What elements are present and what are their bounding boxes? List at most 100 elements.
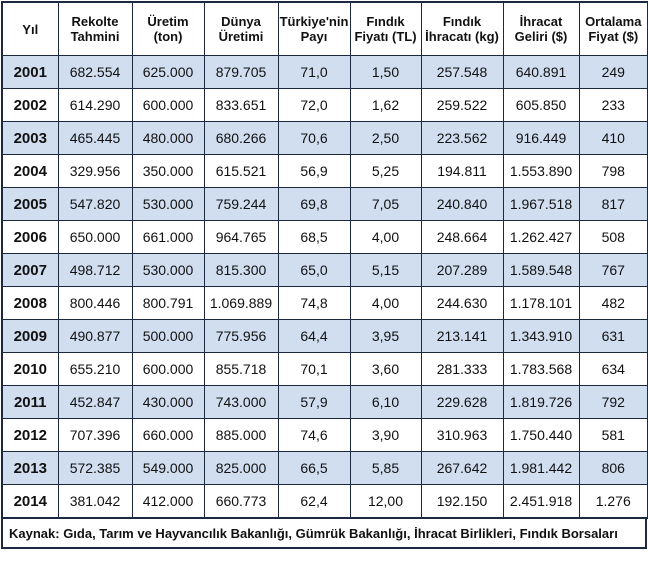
cell-hazelnut-price: 2,50 (349, 121, 422, 155)
cell-hazelnut-price: 4,00 (349, 286, 422, 320)
cell-average-price: 581 (578, 418, 648, 452)
cell-average-price: 817 (578, 187, 648, 221)
cell-production: 530.000 (131, 187, 205, 221)
column-header-harvest-estimate: Rekolte Tahmini (57, 1, 133, 56)
cell-year: 2012 (1, 418, 59, 452)
cell-hazelnut-price: 3,90 (349, 418, 422, 452)
column-header-year: Yıl (1, 1, 59, 56)
cell-year: 2006 (1, 220, 59, 254)
cell-hazelnut-price: 5,85 (349, 451, 422, 485)
table-row: 2014 381.042 412.000 660.773 62,4 12,00 192.15… (1, 484, 648, 519)
cell-harvest-estimate: 650.000 (57, 220, 133, 254)
cell-hazelnut-price: 1,50 (349, 55, 422, 89)
cell-production: 500.000 (131, 319, 205, 353)
cell-production: 549.000 (131, 451, 205, 485)
table-row: 2005 547.820 530.000 759.244 69,8 7,05 240.840… (1, 187, 648, 221)
cell-world-production: 879.705 (203, 55, 279, 89)
cell-export-revenue: 2.451.918 (502, 484, 580, 519)
cell-average-price: 249 (578, 55, 648, 89)
cell-turkey-share: 56,9 (277, 154, 351, 188)
cell-turkey-share: 65,0 (277, 253, 351, 287)
cell-export-revenue: 1.343.910 (502, 319, 580, 353)
cell-export-revenue: 1.750.440 (502, 418, 580, 452)
cell-hazelnut-price: 5,15 (349, 253, 422, 287)
column-header-average-price: Ortalama Fiyat ($) (578, 1, 648, 56)
cell-hazelnut-price: 4,00 (349, 220, 422, 254)
table-body: 2001 682.554 625.000 879.705 71,0 1,50 257.548… (1, 55, 648, 519)
table-header-row: Yıl Rekolte Tahmini Üretim (ton) Dünya Üretimi… (1, 1, 648, 56)
cell-hazelnut-price: 7,05 (349, 187, 422, 221)
cell-export-revenue: 605.850 (502, 88, 580, 122)
cell-turkey-share: 74,6 (277, 418, 351, 452)
cell-world-production: 855.718 (203, 352, 279, 386)
cell-harvest-estimate: 572.385 (57, 451, 133, 485)
cell-world-production: 833.651 (203, 88, 279, 122)
column-header-hazelnut-export: Fındık İhracatı (kg) (420, 1, 504, 56)
table-row: 2012 707.396 660.000 885.000 74,6 3,90 310.963… (1, 418, 648, 452)
cell-world-production: 775.956 (203, 319, 279, 353)
cell-turkey-share: 74,8 (277, 286, 351, 320)
cell-year: 2010 (1, 352, 59, 386)
cell-turkey-share: 71,0 (277, 55, 351, 89)
cell-harvest-estimate: 614.290 (57, 88, 133, 122)
cell-world-production: 759.244 (203, 187, 279, 221)
cell-average-price: 634 (578, 352, 648, 386)
table-row: 2008 800.446 800.791 1.069.889 74,8 4,00 244.6… (1, 286, 648, 320)
cell-export-revenue: 640.891 (502, 55, 580, 89)
table-row: 2009 490.877 500.000 775.956 64,4 3,95 213.141… (1, 319, 648, 353)
cell-hazelnut-export: 223.562 (420, 121, 504, 155)
cell-hazelnut-export: 229.628 (420, 385, 504, 419)
table-row: 2010 655.210 600.000 855.718 70,1 3,60 281.333… (1, 352, 648, 386)
cell-hazelnut-export: 207.289 (420, 253, 504, 287)
cell-average-price: 508 (578, 220, 648, 254)
cell-harvest-estimate: 707.396 (57, 418, 133, 452)
cell-hazelnut-export: 257.548 (420, 55, 504, 89)
cell-export-revenue: 1.178.101 (502, 286, 580, 320)
cell-hazelnut-price: 5,25 (349, 154, 422, 188)
cell-turkey-share: 69,8 (277, 187, 351, 221)
column-header-production: Üretim (ton) (131, 1, 205, 56)
cell-hazelnut-export: 281.333 (420, 352, 504, 386)
cell-world-production: 885.000 (203, 418, 279, 452)
cell-harvest-estimate: 547.820 (57, 187, 133, 221)
cell-average-price: 798 (578, 154, 648, 188)
cell-harvest-estimate: 498.712 (57, 253, 133, 287)
cell-production: 430.000 (131, 385, 205, 419)
cell-export-revenue: 1.783.568 (502, 352, 580, 386)
cell-export-revenue: 1.981.442 (502, 451, 580, 485)
cell-world-production: 615.521 (203, 154, 279, 188)
cell-export-revenue: 916.449 (502, 121, 580, 155)
cell-average-price: 792 (578, 385, 648, 419)
cell-export-revenue: 1.589.548 (502, 253, 580, 287)
cell-turkey-share: 70,6 (277, 121, 351, 155)
cell-production: 600.000 (131, 352, 205, 386)
cell-hazelnut-export: 267.642 (420, 451, 504, 485)
cell-turkey-share: 70,1 (277, 352, 351, 386)
column-header-hazelnut-price: Fındık Fiyatı (TL) (349, 1, 422, 56)
cell-hazelnut-export: 192.150 (420, 484, 504, 519)
column-header-world-production: Dünya Üretimi (203, 1, 279, 56)
cell-year: 2002 (1, 88, 59, 122)
cell-year: 2003 (1, 121, 59, 155)
table-row: 2001 682.554 625.000 879.705 71,0 1,50 257.548… (1, 55, 648, 89)
table-row: 2013 572.385 549.000 825.000 66,5 5,85 267.642… (1, 451, 648, 485)
cell-harvest-estimate: 682.554 (57, 55, 133, 89)
cell-year: 2004 (1, 154, 59, 188)
cell-hazelnut-export: 240.840 (420, 187, 504, 221)
cell-year: 2005 (1, 187, 59, 221)
table-row: 2003 465.445 480.000 680.266 70,6 2,50 223.562… (1, 121, 648, 155)
cell-average-price: 767 (578, 253, 648, 287)
cell-hazelnut-export: 194.811 (420, 154, 504, 188)
cell-hazelnut-price: 3,60 (349, 352, 422, 386)
cell-hazelnut-export: 259.522 (420, 88, 504, 122)
cell-average-price: 233 (578, 88, 648, 122)
cell-hazelnut-price: 6,10 (349, 385, 422, 419)
column-header-turkey-share: Türkiye'nin Payı (277, 1, 351, 56)
cell-world-production: 815.300 (203, 253, 279, 287)
cell-hazelnut-export: 244.630 (420, 286, 504, 320)
cell-export-revenue: 1.262.427 (502, 220, 580, 254)
cell-turkey-share: 72,0 (277, 88, 351, 122)
cell-harvest-estimate: 452.847 (57, 385, 133, 419)
cell-hazelnut-price: 12,00 (349, 484, 422, 519)
